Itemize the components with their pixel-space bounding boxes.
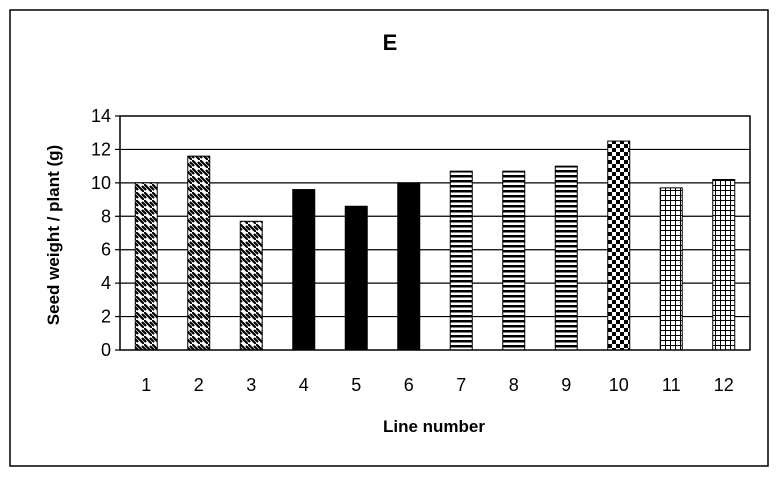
y-tick-label: 6 <box>101 240 111 260</box>
bar-line-7 <box>449 170 473 351</box>
bar-line-9 <box>554 165 578 351</box>
x-tick-label: 2 <box>194 375 204 395</box>
y-tick-label: 12 <box>91 139 111 159</box>
x-tick-label: 10 <box>609 375 629 395</box>
x-tick-label: 7 <box>456 375 466 395</box>
bar-line-8 <box>502 170 526 351</box>
bars <box>134 140 736 351</box>
y-tick-label: 10 <box>91 173 111 193</box>
bar-line-3 <box>239 220 263 351</box>
x-tick-label: 1 <box>141 375 151 395</box>
plot-area-border <box>119 115 751 351</box>
x-tick-label: 11 <box>662 375 681 395</box>
y-tick-label: 0 <box>101 340 111 360</box>
bar-line-10 <box>607 140 631 351</box>
y-axis-label: Seed weight / plant (g) <box>44 145 63 325</box>
chart-title: E <box>383 30 398 55</box>
x-tick-label: 3 <box>246 375 256 395</box>
x-tick-label: 8 <box>509 375 519 395</box>
bar-line-4 <box>292 189 316 351</box>
bar-line-5 <box>344 205 368 351</box>
x-tick-label: 6 <box>404 375 414 395</box>
y-tick-labels: 0 2 4 6 8 10 12 14 <box>91 106 120 360</box>
bar-line-11 <box>659 187 683 351</box>
x-axis-label: Line number <box>383 417 485 436</box>
y-tick-label: 4 <box>101 273 111 293</box>
bar-line-1 <box>134 182 158 351</box>
y-tick-label: 8 <box>101 206 111 226</box>
gridlines <box>120 148 750 318</box>
bar-line-6 <box>397 182 421 351</box>
y-tick-label: 2 <box>101 307 111 327</box>
x-tick-labels: 1 2 3 4 5 6 7 8 9 10 11 12 <box>141 375 734 395</box>
x-tick-label: 4 <box>299 375 309 395</box>
x-tick-label: 5 <box>351 375 361 395</box>
y-tick-label: 14 <box>91 106 111 126</box>
bar-line-12 <box>712 179 736 351</box>
bar-line-2 <box>187 155 211 351</box>
x-tick-label: 9 <box>561 375 571 395</box>
outer-frame <box>9 9 769 467</box>
x-tick-label: 12 <box>714 375 734 395</box>
